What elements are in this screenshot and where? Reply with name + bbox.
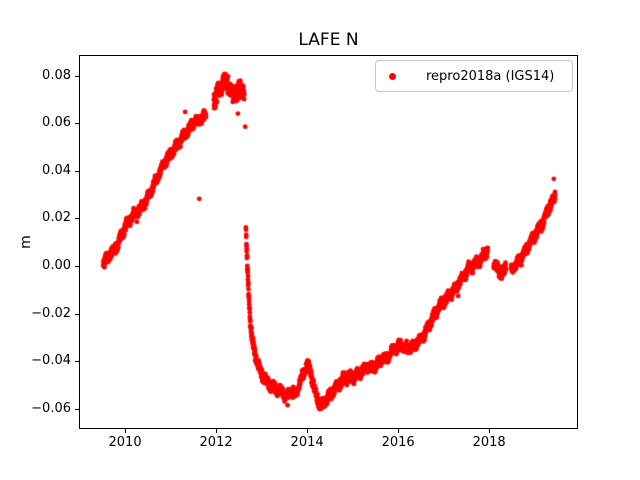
x-tick-mark [307, 429, 309, 433]
y-tick-label: 0.04 [42, 162, 71, 178]
y-tick-label: −0.04 [31, 353, 71, 369]
y-tick-mark [75, 361, 79, 363]
y-tick-mark [75, 218, 79, 220]
legend-marker-icon [389, 72, 396, 80]
y-tick-mark [75, 408, 79, 410]
y-tick-mark [75, 123, 79, 125]
y-tick-mark [75, 313, 79, 315]
x-tick-label: 2010 [108, 435, 142, 450]
y-tick-label: −0.06 [31, 400, 71, 416]
legend: repro2018a (IGS14) [375, 60, 573, 92]
x-tick-mark [216, 429, 218, 433]
x-tick-label: 2018 [472, 435, 506, 450]
y-tick-label: 0.06 [42, 115, 71, 131]
y-tick-mark [75, 265, 79, 267]
x-tick-label: 2016 [381, 435, 415, 450]
plot-area: repro2018a (IGS14) [79, 55, 578, 429]
y-tick-label: −0.02 [31, 305, 71, 321]
y-tick-label: 0.00 [42, 257, 71, 273]
legend-label: repro2018a (IGS14) [426, 68, 555, 84]
x-tick-mark [489, 429, 491, 433]
y-tick-label: 0.02 [42, 210, 71, 226]
y-tick-label: 0.08 [42, 67, 71, 83]
y-axis-label: m [18, 235, 34, 249]
y-tick-mark [75, 170, 79, 172]
chart-title: LAFE N [298, 30, 359, 50]
scatter-canvas [80, 56, 577, 428]
x-tick-label: 2014 [290, 435, 324, 450]
y-tick-mark [75, 75, 79, 77]
x-tick-mark [398, 429, 400, 433]
x-tick-mark [125, 429, 127, 433]
x-tick-label: 2012 [199, 435, 233, 450]
